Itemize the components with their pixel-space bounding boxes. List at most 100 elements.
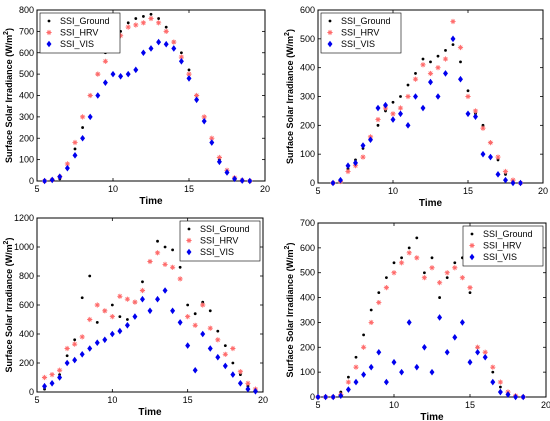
data-point bbox=[407, 246, 411, 250]
data-point bbox=[118, 315, 122, 318]
data-point bbox=[360, 154, 366, 160]
data-point bbox=[102, 336, 108, 344]
data-point bbox=[429, 60, 432, 64]
chart-panel-4: 5 10 15 200100200300400500600700TimeSurface… bbox=[284, 218, 550, 421]
data-point bbox=[427, 70, 434, 77]
data-point bbox=[72, 341, 78, 347]
data-point bbox=[57, 374, 63, 381]
y-tick-label: 0 bbox=[310, 392, 315, 402]
x-tick-label: 15 bbox=[463, 186, 473, 196]
data-point bbox=[444, 270, 450, 276]
data-point bbox=[459, 60, 462, 64]
data-point bbox=[405, 93, 411, 100]
y-axis-label-close: ) bbox=[285, 29, 295, 32]
data-point bbox=[421, 275, 427, 281]
data-point bbox=[134, 17, 138, 20]
data-point bbox=[164, 25, 168, 29]
data-point bbox=[487, 140, 494, 146]
data-point bbox=[117, 293, 123, 299]
legend-label: SSI_HRV bbox=[200, 236, 238, 246]
data-point bbox=[490, 364, 496, 370]
data-point bbox=[95, 321, 99, 324]
data-point bbox=[397, 105, 404, 111]
data-point bbox=[81, 126, 84, 129]
x-tick-label: 10 bbox=[107, 395, 117, 405]
data-point bbox=[520, 393, 526, 401]
data-point bbox=[200, 330, 206, 338]
data-point bbox=[497, 388, 503, 396]
data-point bbox=[383, 101, 388, 109]
data-point bbox=[87, 113, 93, 121]
x-axis-label: Time bbox=[139, 196, 163, 207]
data-point bbox=[414, 255, 420, 261]
x-axis-label: Time bbox=[419, 198, 443, 209]
data-point bbox=[376, 123, 380, 127]
y-tick-label: 300 bbox=[19, 112, 34, 122]
data-point bbox=[207, 325, 213, 331]
x-tick-label: 15 bbox=[465, 400, 475, 410]
y-axis-label-close: ) bbox=[4, 238, 14, 241]
data-point bbox=[42, 382, 48, 390]
data-point bbox=[384, 109, 387, 113]
data-point bbox=[414, 72, 417, 75]
legend-label: SSI_HRV bbox=[341, 28, 379, 38]
data-point bbox=[488, 153, 493, 161]
y-tick-label: 100 bbox=[300, 149, 315, 159]
y-tick-label: 600 bbox=[300, 5, 315, 15]
data-point bbox=[338, 392, 344, 400]
data-point bbox=[154, 250, 161, 256]
data-point bbox=[118, 72, 124, 80]
data-point bbox=[64, 164, 70, 172]
y-axis-label: Surface Solar Irradiance (W/m2) bbox=[3, 238, 14, 373]
data-point bbox=[420, 104, 426, 112]
data-point bbox=[224, 169, 230, 176]
data-point bbox=[391, 358, 397, 366]
data-point bbox=[139, 287, 146, 294]
data-point bbox=[80, 114, 86, 120]
data-point bbox=[437, 280, 443, 286]
data-point bbox=[223, 344, 227, 347]
data-point bbox=[252, 387, 258, 395]
data-point bbox=[80, 134, 86, 142]
data-point bbox=[415, 236, 419, 240]
data-point bbox=[413, 93, 418, 100]
data-point bbox=[231, 361, 235, 365]
data-point bbox=[156, 20, 162, 26]
data-point bbox=[375, 104, 381, 112]
data-point bbox=[171, 39, 177, 45]
data-point bbox=[162, 287, 168, 294]
data-point bbox=[361, 371, 367, 378]
data-point bbox=[208, 309, 212, 313]
data-point bbox=[94, 302, 100, 308]
data-point bbox=[481, 123, 485, 127]
data-point bbox=[436, 54, 440, 58]
data-point bbox=[499, 385, 502, 389]
data-point bbox=[178, 54, 184, 60]
data-point bbox=[391, 100, 395, 104]
legend-label: SSI_VIS bbox=[200, 247, 234, 257]
data-point bbox=[465, 93, 471, 100]
data-point bbox=[72, 152, 78, 159]
data-point bbox=[465, 110, 471, 118]
data-point bbox=[468, 291, 472, 294]
data-point bbox=[73, 147, 77, 151]
series-ssi-hrv bbox=[41, 250, 259, 392]
data-point bbox=[215, 337, 221, 343]
data-point bbox=[451, 43, 455, 46]
y-axis-label-text: Surface Solar Irradiance (W/m bbox=[285, 249, 295, 377]
legend-marker bbox=[186, 248, 192, 256]
data-point bbox=[459, 319, 465, 326]
data-point bbox=[450, 35, 456, 43]
x-tick-label: 10 bbox=[388, 186, 398, 196]
data-point bbox=[495, 154, 501, 160]
data-point bbox=[222, 362, 228, 370]
x-tick-label: 5 bbox=[34, 184, 39, 194]
data-point bbox=[368, 363, 374, 371]
data-point bbox=[49, 176, 55, 184]
y-tick-label: 600 bbox=[19, 48, 34, 58]
x-tick-label: 5 bbox=[315, 186, 320, 196]
data-point bbox=[345, 379, 351, 385]
data-point bbox=[375, 116, 381, 123]
data-point bbox=[475, 348, 481, 356]
